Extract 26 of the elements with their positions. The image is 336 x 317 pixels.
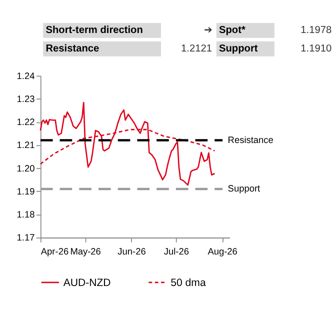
text: Resistance [46, 44, 100, 55]
x-tick-label: Jun-26 [118, 246, 146, 257]
y-tick-label: 1.24 [16, 70, 35, 81]
text: ➔ [204, 25, 212, 36]
text: Spot* [219, 25, 246, 36]
ref-line-label: Support [228, 184, 261, 194]
y-tick-label: 1.19 [16, 186, 35, 196]
y-tick-label: 1.22 [16, 117, 35, 128]
line-series [40, 102, 216, 186]
text: 1.1910 [300, 44, 332, 55]
text: Short-term direction [46, 25, 143, 36]
text: 1.2121 [181, 44, 212, 55]
x-tick-label: Aug-26 [208, 246, 238, 257]
text: Support [219, 44, 258, 55]
legend-label: 50 dma [170, 276, 206, 289]
y-tick-label: 1.21 [16, 140, 35, 150]
y-tick-label: 1.20 [16, 163, 35, 174]
ref-line-label: Resistance [228, 134, 274, 145]
x-tick-label: Apr-26 [40, 246, 69, 257]
y-tick-label: 1.17 [16, 232, 35, 243]
x-tick-label: May-26 [70, 246, 101, 257]
text: 1.1978 [300, 25, 332, 36]
y-tick-label: 1.18 [16, 210, 35, 220]
x-tick-label: Jul-26 [164, 246, 189, 257]
legend-label: AUD-NZD [63, 276, 112, 289]
y-tick-label: 1.23 [16, 94, 35, 104]
